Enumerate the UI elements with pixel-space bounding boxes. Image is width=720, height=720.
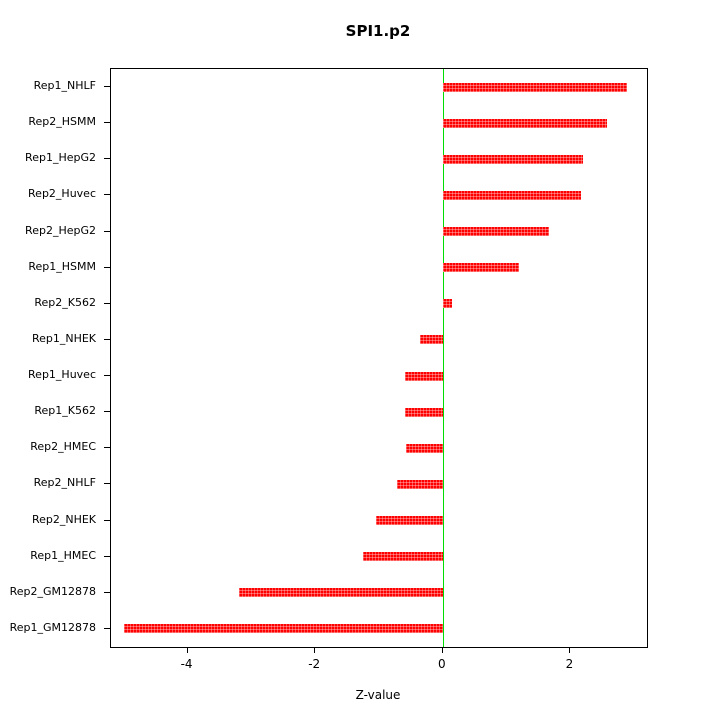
bar <box>405 443 443 453</box>
y-axis-category-label: Rep2_NHLF <box>33 476 96 490</box>
y-axis-category-label: Rep2_Huvec <box>28 187 96 201</box>
y-axis-labels: Rep1_NHLF Rep2_HSMM Rep1_HepG2 Rep2_Huvec Re… <box>0 68 96 646</box>
y-axis-category-label: Rep1_HMEC <box>30 548 96 562</box>
plot-area <box>110 68 648 648</box>
bar <box>442 82 627 92</box>
x-axis-tick-label: -2 <box>308 657 321 671</box>
bar <box>442 190 582 200</box>
x-axis-tick-label: -4 <box>180 657 193 671</box>
bar <box>442 263 520 273</box>
y-axis-category-label: Rep1_NHEK <box>31 331 96 345</box>
bar <box>404 407 443 417</box>
chart-title: SPI1.p2 <box>345 22 411 40</box>
y-axis-category-label: Rep1_HepG2 <box>25 151 96 165</box>
y-axis-category-label: Rep1_K562 <box>34 404 96 418</box>
bar <box>375 516 443 526</box>
bar <box>442 154 584 164</box>
bar <box>420 335 443 345</box>
bar <box>404 371 443 381</box>
x-axis-label: Z-value <box>355 688 401 702</box>
y-axis-category-label: Rep1_GM12878 <box>9 620 96 634</box>
x-axis-tick-label: 2 <box>565 657 574 671</box>
bar <box>363 552 443 562</box>
y-axis-category-label: Rep2_GM12878 <box>9 584 96 598</box>
bar <box>442 299 453 309</box>
y-axis-category-label: Rep2_HMEC <box>30 440 96 454</box>
zero-line <box>442 69 444 647</box>
bar <box>442 118 608 128</box>
y-axis-category-label: Rep1_Huvec <box>28 368 96 382</box>
x-axis-tick-label: 0 <box>437 657 446 671</box>
bar <box>442 227 549 237</box>
y-axis-category-label: Rep2_HepG2 <box>25 223 96 237</box>
bar <box>123 624 443 634</box>
y-axis-category-label: Rep2_HSMM <box>28 115 96 129</box>
y-axis-category-label: Rep2_K562 <box>34 295 96 309</box>
bar <box>238 588 443 598</box>
y-axis-category-label: Rep1_HSMM <box>28 259 96 273</box>
y-axis-category-label: Rep1_NHLF <box>33 79 96 93</box>
y-axis-category-label: Rep2_NHEK <box>31 512 96 526</box>
bar <box>396 479 443 489</box>
